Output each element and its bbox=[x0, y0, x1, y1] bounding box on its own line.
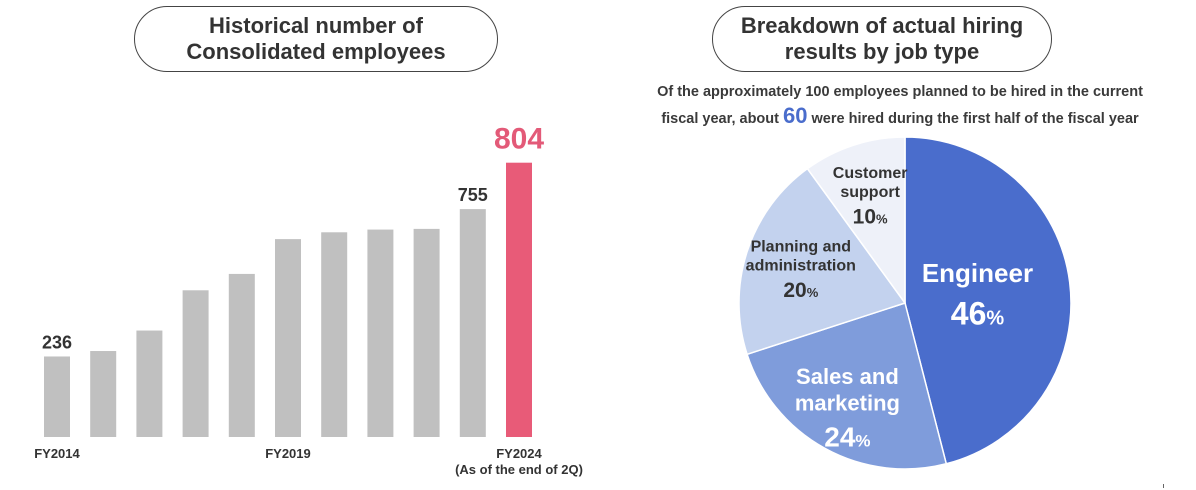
x-tick-sublabel: (As of the end of 2Q) bbox=[455, 462, 583, 477]
bar bbox=[275, 239, 301, 437]
bar bbox=[367, 229, 394, 437]
left-title-line2: Consolidated employees bbox=[186, 39, 446, 64]
x-tick-label: FY2019 bbox=[265, 446, 311, 461]
right-title-line2: results by job type bbox=[784, 39, 980, 64]
hiring-subtitle: Of the approximately 100 employees plann… bbox=[610, 80, 1190, 131]
pie-slice-planning-and-administration bbox=[738, 167, 907, 356]
subtitle-part3: were hired during the first half of the … bbox=[807, 111, 1139, 127]
x-tick-label: FY2024 bbox=[496, 446, 542, 461]
bar bbox=[228, 273, 255, 437]
pie-slice-label: Customer bbox=[833, 165, 908, 182]
pie-slice-label: support bbox=[840, 184, 900, 201]
pie-slice-engineer bbox=[904, 136, 1072, 465]
subtitle-highlight-number: 60 bbox=[783, 103, 808, 128]
pie-slice-label: Engineer bbox=[922, 258, 1033, 288]
pie-slice-customer-support bbox=[806, 136, 906, 306]
right-chart-title: Breakdown of actual hiring results by jo… bbox=[712, 6, 1052, 72]
bar bbox=[90, 351, 117, 437]
bar-value-label: 236 bbox=[42, 332, 72, 352]
pie-slice-label: Planning and bbox=[751, 238, 851, 255]
pie-slice-label: Sales and bbox=[796, 364, 899, 389]
subtitle-part2: fiscal year, about bbox=[661, 111, 784, 127]
pie-slice-sales-and-marketing bbox=[746, 302, 948, 470]
bar-highlight bbox=[506, 162, 532, 437]
highlight-value-label: 804 bbox=[494, 123, 544, 156]
bar bbox=[321, 232, 348, 437]
left-title-line1: Historical number of bbox=[209, 13, 423, 38]
bar bbox=[44, 356, 70, 437]
x-tick-label: FY2014 bbox=[34, 446, 80, 461]
subtitle-line1: Of the approximately 100 employees plann… bbox=[657, 84, 1143, 100]
pie-slice-label: administration bbox=[746, 258, 856, 275]
bar bbox=[136, 330, 163, 437]
employees-bar-chart: 236 755 804 FY2014 FY2019 FY2024(As of the en… bbox=[34, 123, 583, 477]
right-title-line1: Breakdown of actual hiring bbox=[740, 13, 1024, 38]
left-chart-title: Historical number of Consolidated employ… bbox=[134, 6, 498, 72]
bar bbox=[413, 228, 440, 437]
pie-slice-percent: 20% bbox=[783, 279, 818, 302]
bar bbox=[182, 290, 209, 437]
corner-tick-mark bbox=[1163, 484, 1164, 488]
pie-slice-label: marketing bbox=[795, 390, 900, 415]
pie-slice-percent: 10% bbox=[853, 206, 888, 229]
bar bbox=[459, 209, 486, 437]
bar-value-label: 755 bbox=[458, 185, 488, 205]
